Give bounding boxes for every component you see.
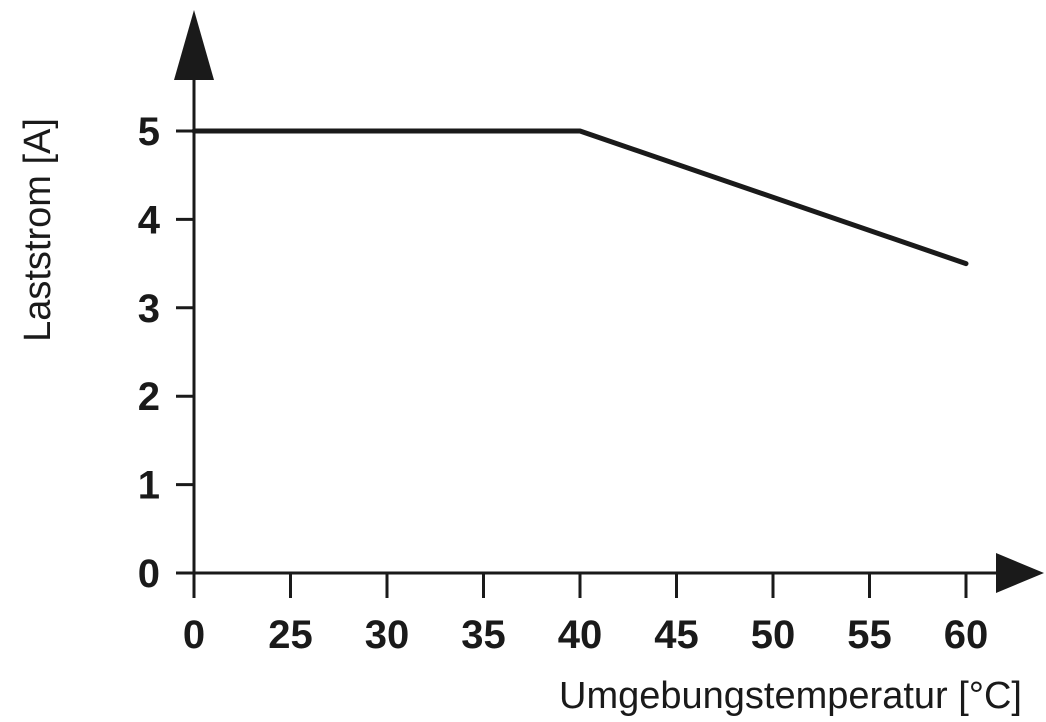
x-tick-label: 50 — [751, 613, 796, 657]
x-tick-label: 35 — [461, 613, 506, 657]
x-tick-label: 55 — [847, 613, 892, 657]
x-tick-label: 40 — [558, 613, 603, 657]
x-tick-label: 60 — [944, 613, 989, 657]
series-line — [191, 128, 969, 267]
series — [191, 128, 969, 267]
x-tick-label: 30 — [365, 613, 410, 657]
x-axis-arrow — [996, 553, 1044, 593]
x-tick-label: 0 — [183, 613, 205, 657]
y-ticks: 0 1 2 3 4 5 — [138, 110, 194, 596]
x-ticks: 0 25 30 35 40 45 50 55 60 — [183, 573, 988, 657]
y-axis-arrow — [174, 10, 214, 80]
y-axis-title: Laststrom [A] — [17, 118, 59, 342]
y-tick-label: 4 — [138, 198, 161, 242]
y-tick-label: 3 — [138, 287, 160, 331]
x-axis-title: Umgebungstemperatur [°C] — [559, 675, 1022, 717]
x-tick-label: 45 — [654, 613, 699, 657]
y-tick-label: 0 — [138, 552, 160, 596]
y-tick-label: 5 — [138, 110, 160, 154]
y-tick-label: 1 — [138, 464, 160, 508]
y-tick-label: 2 — [138, 375, 160, 419]
x-tick-label: 25 — [268, 613, 313, 657]
